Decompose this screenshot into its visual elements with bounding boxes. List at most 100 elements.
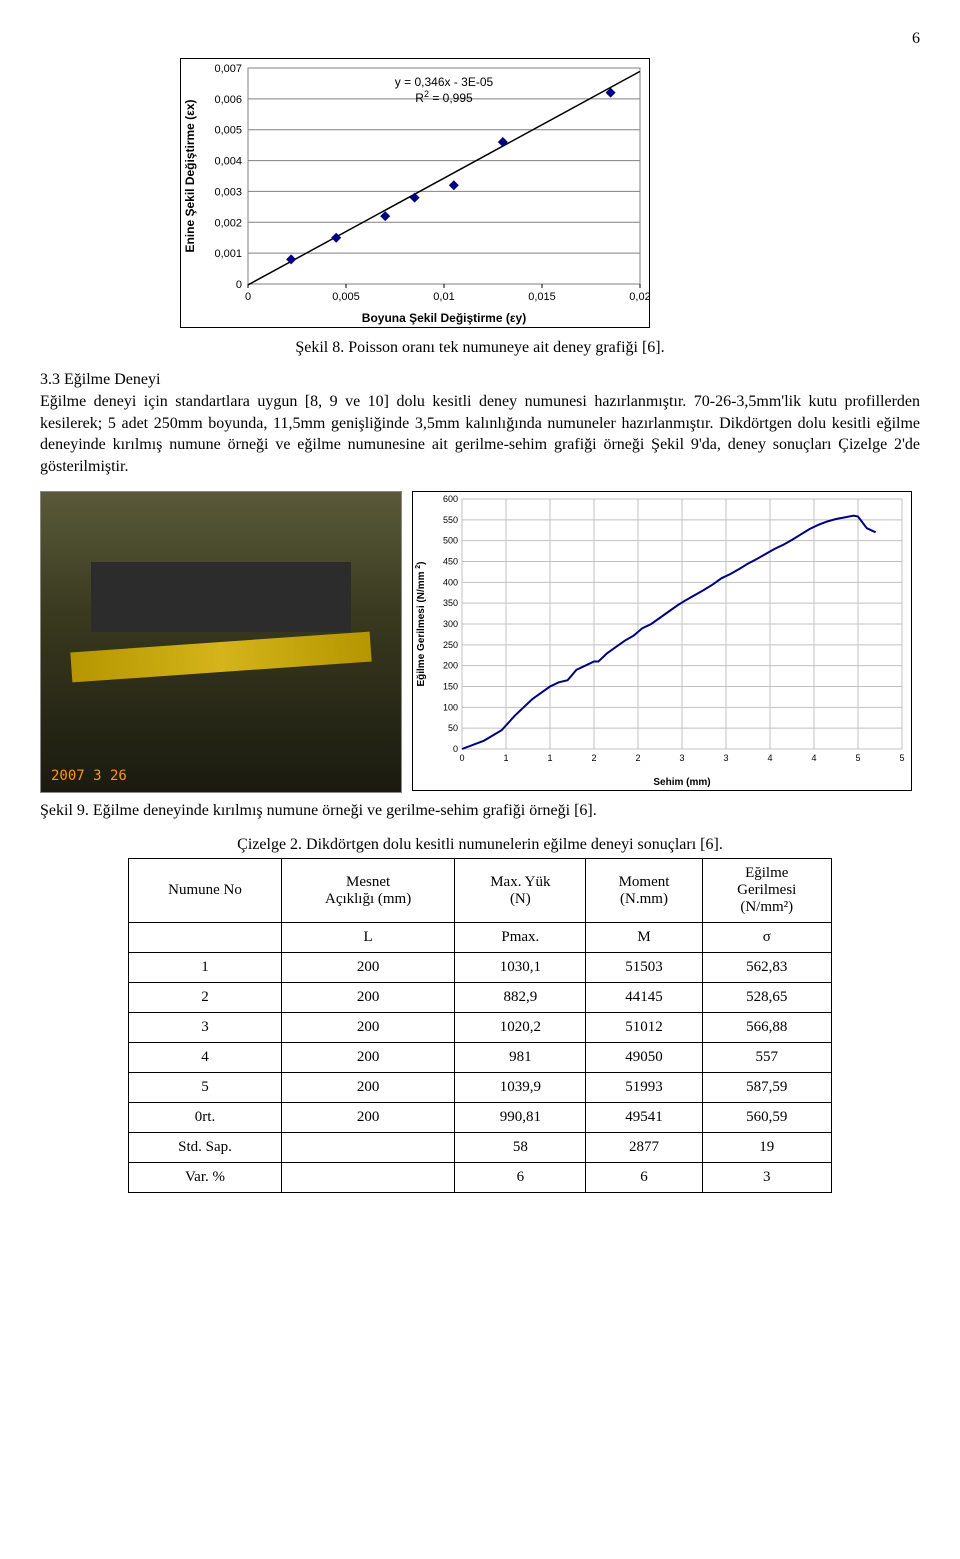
svg-text:0,004: 0,004 — [214, 156, 242, 168]
table-cell: 2877 — [586, 1133, 702, 1163]
table-cell: 3 — [129, 1013, 282, 1043]
table-cell: 557 — [702, 1043, 832, 1073]
svg-text:300: 300 — [443, 619, 458, 629]
fig9-chart: 0501001502002503003504004505005506000112… — [412, 491, 920, 796]
table-cell — [282, 1163, 455, 1193]
svg-text:Enine Şekil Değiştirme (εx): Enine Şekil Değiştirme (εx) — [183, 99, 197, 252]
svg-text:0: 0 — [236, 279, 242, 291]
table-header: MesnetAçıklığı (mm) — [282, 859, 455, 923]
svg-text:450: 450 — [443, 557, 458, 567]
table-cell: 560,59 — [702, 1103, 832, 1133]
svg-text:0,002: 0,002 — [214, 217, 242, 229]
table-cell: 44145 — [586, 983, 702, 1013]
svg-text:4: 4 — [811, 753, 816, 763]
table-cell: 1039,9 — [455, 1073, 586, 1103]
table-cell: 51993 — [586, 1073, 702, 1103]
svg-text:Sehim (mm): Sehim (mm) — [653, 777, 710, 788]
page-number: 6 — [40, 30, 920, 48]
table-cell: 49050 — [586, 1043, 702, 1073]
svg-text:0,02: 0,02 — [629, 291, 650, 303]
table-cell: 6 — [455, 1163, 586, 1193]
svg-text:0,001: 0,001 — [214, 248, 242, 260]
table-row: Std. Sap.58287719 — [129, 1133, 832, 1163]
section-heading-3-3: 3.3 Eğilme Deneyi — [40, 371, 920, 389]
svg-text:0,005: 0,005 — [214, 125, 242, 137]
table-cell: 981 — [455, 1043, 586, 1073]
svg-text:5: 5 — [855, 753, 860, 763]
table-cell: 587,59 — [702, 1073, 832, 1103]
table-cell: Var. % — [129, 1163, 282, 1193]
table-row: Var. %663 — [129, 1163, 832, 1193]
fig8-chart: 0 0,001 0,002 0,003 0,004 0,005 0,006 0,007 0 0,0… — [180, 58, 920, 333]
table-subheader — [129, 923, 282, 953]
svg-text:R2 = 0,995: R2 = 0,995 — [415, 89, 473, 105]
table-header: Moment(N.mm) — [586, 859, 702, 923]
svg-text:400: 400 — [443, 578, 458, 588]
table-cell: 4 — [129, 1043, 282, 1073]
bending-chart-svg: 0501001502002503003504004505005506000112… — [412, 491, 912, 791]
svg-text:600: 600 — [443, 494, 458, 504]
svg-text:0,003: 0,003 — [214, 186, 242, 198]
table-cell: 2 — [129, 983, 282, 1013]
table-cell: 0rt. — [129, 1103, 282, 1133]
svg-text:2: 2 — [635, 753, 640, 763]
svg-text:0,015: 0,015 — [528, 291, 556, 303]
fig8-caption: Şekil 8. Poisson oranı tek numuneye ait … — [40, 339, 920, 357]
svg-text:0: 0 — [245, 291, 251, 303]
table-cell: 5 — [129, 1073, 282, 1103]
svg-text:200: 200 — [443, 661, 458, 671]
table-header: EğilmeGerilmesi(N/mm²) — [702, 859, 832, 923]
svg-text:550: 550 — [443, 515, 458, 525]
table-cell: 528,65 — [702, 983, 832, 1013]
svg-text:0,006: 0,006 — [214, 94, 242, 106]
table-cell: 3 — [702, 1163, 832, 1193]
svg-text:0: 0 — [459, 753, 464, 763]
table-cell: 1020,2 — [455, 1013, 586, 1043]
svg-text:3: 3 — [723, 753, 728, 763]
table-row: 2200882,944145528,65 — [129, 983, 832, 1013]
svg-text:50: 50 — [448, 724, 458, 734]
svg-text:y = 0,346x - 3E-05: y = 0,346x - 3E-05 — [395, 75, 494, 89]
table-row: 32001020,251012566,88 — [129, 1013, 832, 1043]
fig9-caption: Şekil 9. Eğilme deneyinde kırılmış numun… — [40, 802, 920, 820]
svg-text:250: 250 — [443, 640, 458, 650]
svg-text:0,007: 0,007 — [214, 63, 242, 75]
svg-text:1: 1 — [547, 753, 552, 763]
fig9-row: 2007 3 26 050100150200250300350400450500… — [40, 491, 920, 796]
svg-text:Boyuna Şekil Değiştirme (εy): Boyuna Şekil Değiştirme (εy) — [362, 311, 526, 325]
table-cell: 882,9 — [455, 983, 586, 1013]
svg-text:0,01: 0,01 — [433, 291, 454, 303]
svg-text:500: 500 — [443, 536, 458, 546]
table-cell: 49541 — [586, 1103, 702, 1133]
photo-timestamp: 2007 3 26 — [51, 768, 127, 784]
table-cell: 51503 — [586, 953, 702, 983]
table-cell: 1030,1 — [455, 953, 586, 983]
table-row: 0rt.200990,8149541560,59 — [129, 1103, 832, 1133]
poisson-chart-svg: 0 0,001 0,002 0,003 0,004 0,005 0,006 0,007 0 0,0… — [180, 58, 650, 328]
table-subheader: σ — [702, 923, 832, 953]
table-cell: 1 — [129, 953, 282, 983]
bending-test-photo: 2007 3 26 — [40, 491, 402, 793]
table-row: 420098149050557 — [129, 1043, 832, 1073]
table-cell: 562,83 — [702, 953, 832, 983]
svg-text:0: 0 — [453, 744, 458, 754]
table-cell: Std. Sap. — [129, 1133, 282, 1163]
table-cell: 200 — [282, 953, 455, 983]
svg-text:3: 3 — [679, 753, 684, 763]
svg-text:150: 150 — [443, 682, 458, 692]
table-subheader: Pmax. — [455, 923, 586, 953]
table-row: 52001039,951993587,59 — [129, 1073, 832, 1103]
svg-text:4: 4 — [767, 753, 772, 763]
svg-text:5: 5 — [899, 753, 904, 763]
svg-text:350: 350 — [443, 599, 458, 609]
table-cell: 566,88 — [702, 1013, 832, 1043]
table2-caption: Çizelge 2. Dikdörtgen dolu kesitli numun… — [40, 836, 920, 854]
table-row: 12001030,151503562,83 — [129, 953, 832, 983]
table-cell: 51012 — [586, 1013, 702, 1043]
table-cell: 58 — [455, 1133, 586, 1163]
photo-sample — [70, 632, 371, 683]
table-cell: 200 — [282, 1013, 455, 1043]
table-cell: 200 — [282, 1103, 455, 1133]
table-cell: 200 — [282, 983, 455, 1013]
section-para-3-3: Eğilme deneyi için standartlara uygun [8… — [40, 391, 920, 477]
